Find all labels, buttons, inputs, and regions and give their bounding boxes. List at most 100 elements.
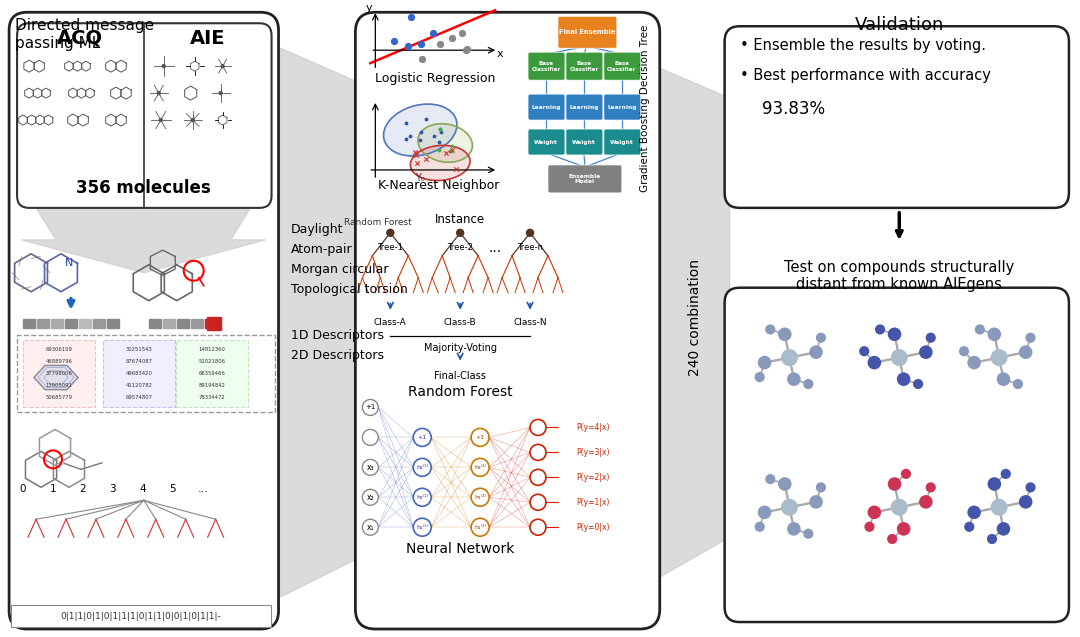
Text: Class-N: Class-N — [513, 318, 546, 327]
Text: y: y — [366, 3, 373, 13]
Circle shape — [457, 229, 463, 236]
Circle shape — [1025, 333, 1036, 343]
Circle shape — [1018, 495, 1032, 509]
Bar — [23, 340, 95, 408]
Bar — [103, 340, 175, 408]
Text: x₁: x₁ — [366, 523, 374, 532]
Text: Learning: Learning — [569, 104, 598, 110]
Circle shape — [781, 499, 798, 516]
Text: 3: 3 — [109, 484, 117, 494]
Circle shape — [766, 324, 775, 334]
Text: h₂⁽²⁾: h₂⁽²⁾ — [474, 495, 486, 500]
Circle shape — [1013, 379, 1023, 389]
Circle shape — [887, 534, 897, 544]
Circle shape — [530, 469, 546, 485]
Text: 1D Descriptors: 1D Descriptors — [291, 329, 383, 342]
Text: 2D Descriptors: 2D Descriptors — [291, 349, 383, 362]
Text: x: x — [497, 49, 503, 59]
Circle shape — [815, 482, 826, 492]
Circle shape — [755, 372, 765, 382]
Circle shape — [221, 65, 225, 68]
Text: Random Forest: Random Forest — [408, 385, 513, 399]
FancyBboxPatch shape — [604, 94, 640, 120]
Circle shape — [363, 429, 378, 445]
Circle shape — [809, 495, 823, 509]
FancyBboxPatch shape — [528, 129, 565, 155]
Circle shape — [766, 474, 775, 484]
Bar — [206, 317, 220, 329]
Point — [414, 54, 431, 64]
Circle shape — [919, 345, 933, 359]
Point — [443, 145, 460, 155]
Circle shape — [864, 522, 875, 532]
Point — [444, 141, 461, 151]
Text: Learning: Learning — [531, 104, 561, 110]
Text: Base
Classifier: Base Classifier — [531, 61, 561, 71]
FancyBboxPatch shape — [725, 288, 1069, 622]
Circle shape — [363, 459, 378, 475]
Circle shape — [997, 373, 1010, 386]
Circle shape — [875, 324, 886, 334]
Circle shape — [926, 482, 935, 492]
Circle shape — [530, 445, 546, 461]
Point — [457, 45, 474, 55]
Circle shape — [778, 477, 792, 490]
Text: 78334472: 78334472 — [199, 395, 225, 400]
Text: h₃⁽²⁾: h₃⁽²⁾ — [474, 465, 486, 470]
Text: 50685779: 50685779 — [45, 395, 72, 400]
Circle shape — [859, 346, 869, 356]
Text: 240 combination: 240 combination — [688, 259, 702, 376]
Bar — [177, 318, 189, 327]
Circle shape — [987, 534, 997, 544]
Circle shape — [913, 379, 923, 389]
FancyBboxPatch shape — [558, 17, 617, 48]
Text: +1: +1 — [418, 435, 427, 440]
Circle shape — [363, 399, 378, 415]
Point — [444, 32, 461, 43]
Point — [432, 127, 449, 137]
Circle shape — [987, 327, 1001, 341]
Bar — [65, 318, 77, 327]
Text: 87674087: 87674087 — [125, 359, 152, 364]
Text: ...: ... — [488, 241, 501, 255]
Text: 49683420: 49683420 — [125, 371, 152, 376]
Circle shape — [975, 324, 985, 334]
Text: h₁⁽¹⁾: h₁⁽¹⁾ — [416, 525, 429, 530]
Text: 37798006: 37798006 — [45, 371, 72, 376]
Point — [431, 145, 448, 155]
Circle shape — [530, 519, 546, 535]
Point — [430, 137, 447, 147]
Circle shape — [527, 229, 534, 236]
Text: P(y=3|x): P(y=3|x) — [576, 448, 609, 457]
Text: ACQ: ACQ — [57, 29, 103, 48]
Point — [424, 27, 442, 38]
FancyBboxPatch shape — [17, 24, 271, 208]
Text: P(y=4|x): P(y=4|x) — [576, 423, 609, 432]
Text: 356 molecules: 356 molecules — [77, 179, 212, 197]
Circle shape — [787, 522, 800, 536]
Circle shape — [1025, 482, 1036, 492]
Point — [424, 131, 442, 141]
Point — [413, 39, 430, 49]
Text: 46889796: 46889796 — [45, 359, 72, 364]
Text: x₂: x₂ — [366, 493, 374, 502]
Circle shape — [387, 229, 394, 236]
Text: Tree-1: Tree-1 — [377, 243, 403, 252]
Text: Ensemble
Model: Ensemble Model — [569, 173, 602, 184]
Text: • Ensemble the results by voting.: • Ensemble the results by voting. — [740, 38, 986, 54]
FancyBboxPatch shape — [548, 165, 622, 193]
Ellipse shape — [418, 124, 472, 162]
Circle shape — [414, 429, 431, 447]
FancyBboxPatch shape — [528, 52, 565, 80]
Text: AIE: AIE — [190, 29, 226, 48]
Circle shape — [158, 92, 160, 95]
Circle shape — [804, 379, 813, 389]
Circle shape — [891, 349, 908, 366]
Circle shape — [758, 356, 771, 369]
Text: Final Ensemble: Final Ensemble — [558, 29, 615, 35]
Text: 0|1|1|0|1|0|1|1|1|0|1|1|0|0|1|0|1|1|-: 0|1|1|0|1|0|1|1|1|0|1|1|0|0|1|0|1|1|- — [60, 612, 221, 620]
Text: Gradient Boosting Decision Tree: Gradient Boosting Decision Tree — [639, 24, 650, 192]
Text: x₃: x₃ — [366, 463, 374, 472]
FancyBboxPatch shape — [355, 12, 660, 629]
FancyBboxPatch shape — [566, 52, 603, 80]
